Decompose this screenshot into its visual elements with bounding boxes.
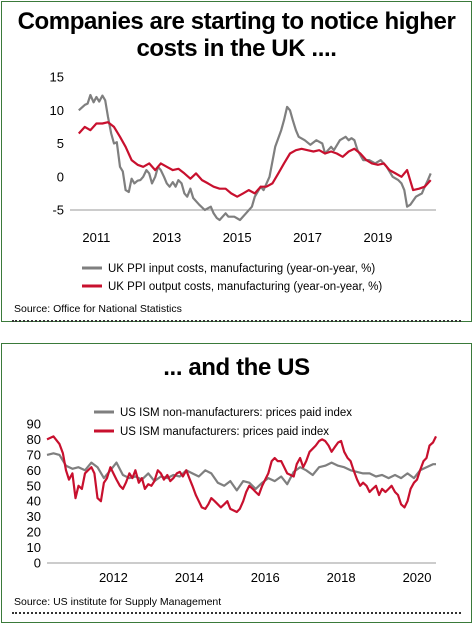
us-ytick-label: 90: [27, 417, 41, 432]
uk-chart-svg: 15 10 5 0 -5 2011 2013 2015 2017 2019 UK PPI input…: [50, 70, 436, 293]
us-legend-label-2: US ISM manufacturers: prices paid index: [120, 426, 329, 438]
us-ytick-label: 20: [27, 525, 41, 540]
uk-chart-title: Companies are starting to notice higher …: [2, 8, 471, 62]
us-xtick-label: 2014: [175, 570, 204, 585]
uk-legend-label-2: UK PPI output costs, manufacturing (year…: [108, 281, 382, 293]
uk-series-line-2: [77, 121, 432, 198]
uk-source-note: Source: Office for National Statistics: [14, 303, 182, 315]
us-ytick-label: 0: [34, 556, 41, 571]
uk-ytick-label: 10: [50, 103, 64, 118]
us-chart-panel: ... and the US 90 80 70 60 50 40 30 20 10 0 2012 20…: [1, 343, 472, 623]
us-xtick-label: 2016: [251, 570, 280, 585]
uk-xtick-label: 2017: [293, 230, 322, 245]
uk-xtick-label: 2011: [82, 230, 110, 245]
uk-legend-label-1: UK PPI input costs, manufacturing (year-…: [108, 263, 375, 275]
us-ytick-label: 80: [27, 432, 41, 447]
uk-ytick-label: -5: [52, 203, 64, 218]
us-source-note: Source: US institute for Supply Manageme…: [14, 596, 222, 608]
us-ytick-label: 40: [27, 494, 41, 509]
us-ytick-label: 50: [27, 478, 41, 493]
us-xtick-label: 2012: [99, 570, 128, 585]
us-divider: [12, 612, 461, 614]
uk-chart-panel: Companies are starting to notice higher …: [1, 1, 472, 322]
us-xtick-label: 2020: [403, 570, 432, 585]
uk-ytick-label: 5: [57, 136, 64, 151]
us-ytick-label: 60: [27, 463, 41, 478]
us-series-line-1: [46, 452, 436, 492]
us-ytick-label: 10: [27, 540, 41, 555]
uk-xtick-label: 2015: [223, 230, 252, 245]
uk-ytick-label: 15: [50, 70, 64, 85]
uk-title-line-1: Companies are starting to notice higher: [17, 8, 456, 35]
us-ytick-label: 70: [27, 447, 41, 462]
uk-ytick-label: 0: [57, 169, 64, 184]
us-chart-title: ... and the US: [163, 354, 310, 381]
us-series-line-2: [46, 435, 437, 514]
us-xtick-label: 2018: [327, 570, 356, 585]
uk-xtick-label: 2019: [363, 230, 392, 245]
uk-divider: [12, 320, 461, 322]
uk-series-line-1: [78, 93, 432, 222]
uk-xtick-label: 2013: [152, 230, 181, 245]
uk-title-line-2: costs in the UK ....: [136, 35, 337, 62]
us-legend-label-1: US ISM non-manufacturers: prices paid in…: [120, 407, 352, 419]
us-ytick-label: 30: [27, 509, 41, 524]
